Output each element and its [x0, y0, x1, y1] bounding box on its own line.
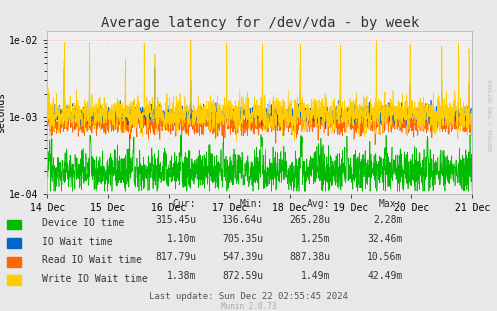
Text: 547.39u: 547.39u	[222, 252, 263, 262]
Text: Max:: Max:	[379, 199, 403, 209]
Text: Device IO time: Device IO time	[42, 218, 124, 228]
Text: 315.45u: 315.45u	[155, 215, 196, 225]
Text: 265.28u: 265.28u	[289, 215, 331, 225]
Text: RRDTOOL / TOBI OETIKER: RRDTOOL / TOBI OETIKER	[488, 79, 493, 151]
Text: 1.38m: 1.38m	[167, 271, 196, 281]
Text: 10.56m: 10.56m	[367, 252, 403, 262]
Text: 705.35u: 705.35u	[222, 234, 263, 244]
Text: IO Wait time: IO Wait time	[42, 237, 113, 247]
Text: 42.49m: 42.49m	[367, 271, 403, 281]
Text: 1.10m: 1.10m	[167, 234, 196, 244]
Text: 2.28m: 2.28m	[373, 215, 403, 225]
Text: 32.46m: 32.46m	[367, 234, 403, 244]
Text: 136.64u: 136.64u	[222, 215, 263, 225]
Text: Munin 2.0.73: Munin 2.0.73	[221, 302, 276, 311]
Title: Average latency for /dev/vda - by week: Average latency for /dev/vda - by week	[100, 16, 419, 30]
Y-axis label: seconds: seconds	[0, 92, 6, 133]
Text: Read IO Wait time: Read IO Wait time	[42, 255, 142, 265]
Text: Cur:: Cur:	[173, 199, 196, 209]
Text: Min:: Min:	[240, 199, 263, 209]
Text: 1.25m: 1.25m	[301, 234, 331, 244]
Text: Write IO Wait time: Write IO Wait time	[42, 274, 148, 284]
Text: 872.59u: 872.59u	[222, 271, 263, 281]
Text: Last update: Sun Dec 22 02:55:45 2024: Last update: Sun Dec 22 02:55:45 2024	[149, 292, 348, 301]
Text: 887.38u: 887.38u	[289, 252, 331, 262]
Text: 1.49m: 1.49m	[301, 271, 331, 281]
Text: Avg:: Avg:	[307, 199, 331, 209]
Text: 817.79u: 817.79u	[155, 252, 196, 262]
